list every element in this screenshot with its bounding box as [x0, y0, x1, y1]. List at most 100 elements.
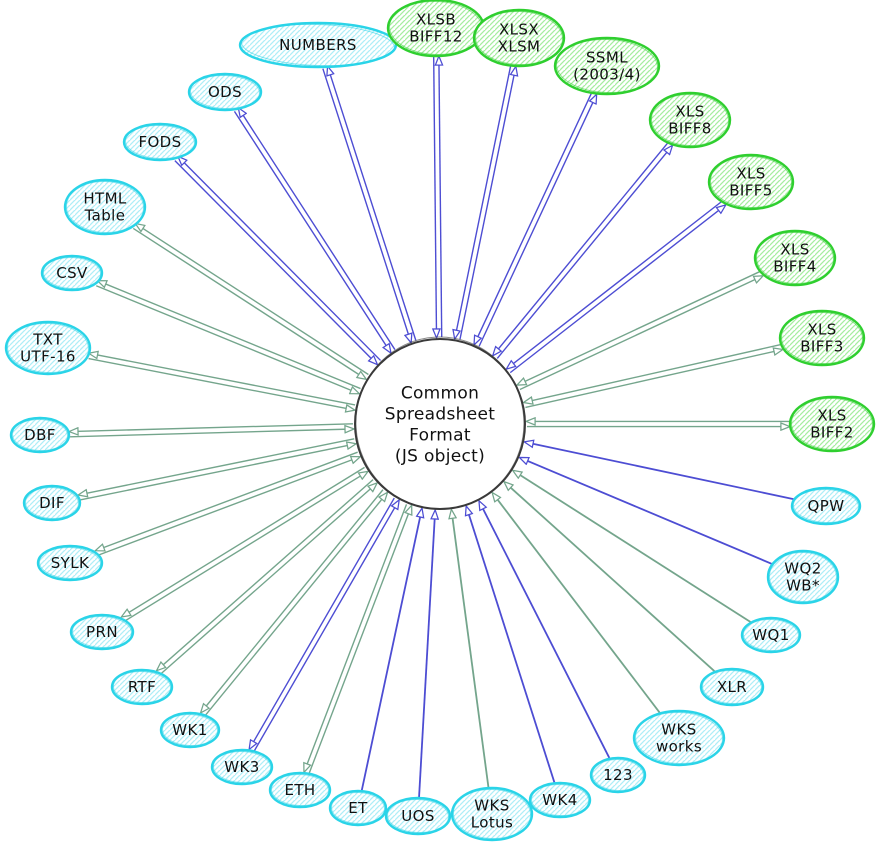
- edge-sylk: [96, 451, 359, 556]
- write-arrow-xls-biff3: [525, 350, 782, 409]
- write-arrow-html-table: [136, 224, 369, 376]
- read-arrow-et: [360, 509, 422, 791]
- write-arrow-csv: [98, 281, 361, 390]
- node-label-numbers: NUMBERS: [279, 36, 357, 54]
- edge-txt-utf16: [89, 353, 356, 410]
- read-arrow-uos: [418, 511, 435, 798]
- format-node-sylk: SYLK: [36, 544, 104, 582]
- format-node-dbf: DBF: [9, 416, 71, 454]
- edge-et: [360, 509, 422, 791]
- format-node-csv: CSV: [40, 254, 104, 292]
- write-arrow-xls-biff8: [496, 146, 672, 359]
- node-label-prn: PRN: [86, 623, 118, 641]
- write-arrow-ssml: [478, 95, 596, 347]
- read-arrow-xlr: [505, 482, 716, 672]
- node-ellipse-sketch-numbers: [241, 23, 395, 67]
- node-label-wk4: WK4: [542, 791, 577, 809]
- write-arrow-xls-biff5: [509, 205, 725, 374]
- format-node-uos: UOS: [384, 796, 452, 836]
- node-ellipse-wk3: [210, 748, 274, 786]
- format-node-wk1: WK1: [159, 711, 221, 749]
- node-ellipse-123: [589, 756, 647, 794]
- read-arrow-xlsb-biff12: [434, 57, 437, 337]
- write-arrow-txt-utf16: [90, 353, 356, 406]
- node-ellipse-wq2-wb: [766, 549, 840, 605]
- edge-ods: [233, 109, 396, 353]
- node-label-html-table: HTML Table: [83, 190, 127, 225]
- read-arrow-xls-biff4: [518, 270, 761, 384]
- node-ellipse-sketch-fods: [125, 124, 195, 160]
- node-ellipse-et: [328, 789, 388, 827]
- read-arrow-wks-works: [493, 493, 661, 714]
- edge-xlr: [505, 482, 716, 672]
- format-node-wk4: WK4: [528, 781, 592, 819]
- node-ellipse-sketch-xls-biff3: [781, 311, 863, 365]
- node-ellipse-xls-biff3: [778, 309, 866, 367]
- format-node-xlsb-biff12: XLSB BIFF12: [386, 0, 486, 58]
- format-node-qpw: QPW: [790, 486, 862, 526]
- center-label: Common Spreadsheet Format (JS object): [385, 384, 495, 467]
- edge-wks-works: [493, 493, 661, 714]
- read-arrow-123: [479, 502, 611, 759]
- node-label-eth: ETH: [284, 781, 315, 799]
- format-node-xlr: XLR: [699, 667, 765, 707]
- edge-numbers: [322, 67, 417, 342]
- node-ellipse-wk4: [528, 781, 592, 819]
- read-arrow-dif: [79, 444, 355, 501]
- read-arrow-xls-biff8: [493, 142, 669, 355]
- node-ellipse-xls-biff4: [753, 229, 837, 287]
- format-node-dif: DIF: [22, 484, 82, 522]
- edge-ssml: [474, 92, 596, 347]
- node-label-dif: DIF: [39, 494, 65, 512]
- node-ellipse-sketch-sylk: [39, 546, 101, 580]
- read-arrow-wk3: [253, 501, 399, 752]
- node-label-ods: ODS: [208, 83, 242, 101]
- format-node-xls-biff3: XLS BIFF3: [778, 309, 866, 367]
- edge-wk1: [201, 489, 387, 716]
- node-ellipse-rtf: [110, 668, 174, 706]
- node-label-xls-biff3: XLS BIFF3: [800, 321, 844, 356]
- node-label-xls-biff5: XLS BIFF5: [729, 165, 773, 200]
- read-arrow-numbers: [322, 68, 411, 342]
- node-ellipse-sketch-txt-utf16: [7, 322, 89, 374]
- read-arrow-csv: [95, 285, 358, 394]
- node-ellipse-sketch-qpw: [793, 488, 859, 524]
- format-node-wq2-wb: WQ2 WB*: [766, 549, 840, 605]
- format-node-txt-utf16: TXT UTF-16: [4, 320, 92, 376]
- format-node-xlsx-xlsm: XLSX XLSM: [472, 8, 566, 68]
- node-label-xls-biff4: XLS BIFF4: [773, 241, 817, 276]
- edge-html-table: [132, 224, 369, 379]
- edge-xlsb-biff12: [434, 57, 442, 337]
- read-arrow-dbf: [70, 429, 353, 438]
- node-label-123: 123: [603, 766, 633, 784]
- node-ellipse-sketch-uos: [387, 798, 449, 834]
- write-arrow-dbf: [70, 423, 353, 432]
- node-ellipse-xls-biff2: [788, 395, 876, 453]
- node-label-wks-works: WKS works: [656, 721, 702, 756]
- format-node-wk3: WK3: [210, 748, 274, 786]
- format-node-rtf: RTF: [110, 668, 174, 706]
- read-arrow-xlsx-xlsm: [455, 66, 512, 338]
- nodes: NUMBERS XLSB BIFF12 XLSX XLSM SSML (2003/4) XLS…: [4, 0, 876, 842]
- format-node-xls-biff5: XLS BIFF5: [707, 153, 795, 211]
- node-ellipse-xlsx-xlsm: [472, 8, 566, 68]
- write-arrow-fods: [179, 157, 382, 361]
- node-label-fods: FODS: [138, 133, 181, 151]
- node-label-xls-biff2: XLS BIFF2: [810, 407, 854, 442]
- edge-xls-biff5: [507, 200, 725, 374]
- node-label-txt-utf16: TXT UTF-16: [20, 331, 76, 366]
- node-ellipse-fods: [122, 122, 198, 162]
- edge-uos: [418, 511, 435, 798]
- node-ellipse-ods: [187, 72, 263, 112]
- node-label-rtf: RTF: [128, 678, 156, 696]
- node-ellipse-sketch-prn: [72, 615, 132, 649]
- write-arrow-sylk: [96, 451, 358, 550]
- edge-fods: [174, 157, 382, 364]
- node-label-csv: CSV: [56, 264, 88, 282]
- format-node-eth: ETH: [268, 771, 332, 809]
- node-ellipse-ssml: [553, 36, 661, 96]
- format-node-xls-biff4: XLS BIFF4: [753, 229, 837, 287]
- edge-prn: [122, 466, 367, 622]
